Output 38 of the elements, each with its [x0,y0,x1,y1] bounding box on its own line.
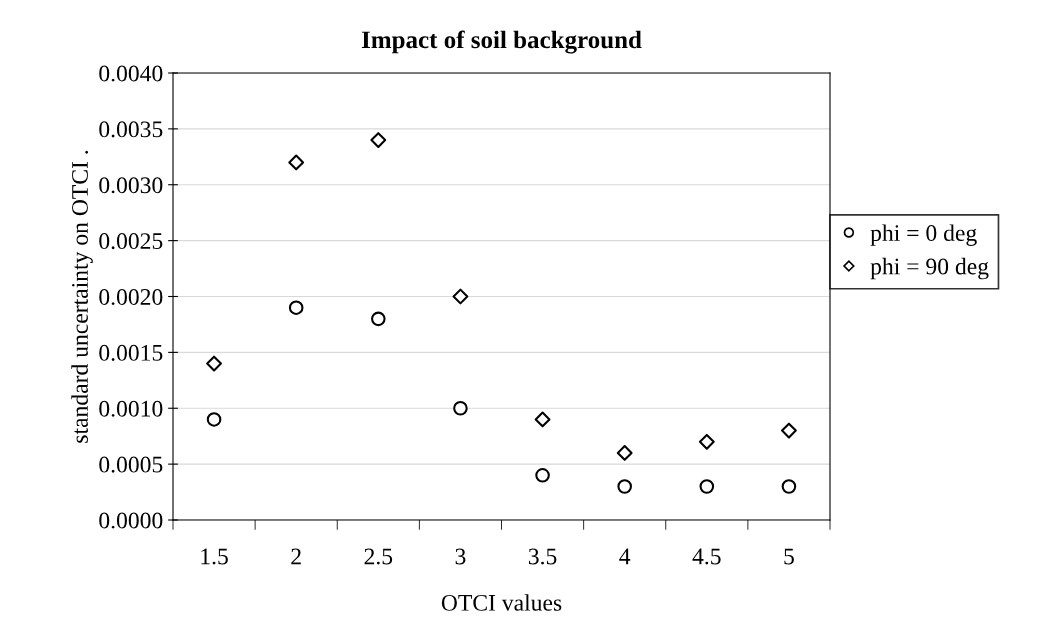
point [535,468,550,483]
y-tick-label: 0.0040 [99,65,163,82]
point [206,355,222,372]
point [699,479,715,494]
y-tick-label: 0.0005 [99,456,163,473]
chart-title: Impact of soil background [361,30,642,54]
x-axis-title: OTCI values [441,594,562,611]
point [616,445,633,461]
x-tick-label: 1.5 [201,548,228,565]
y-tick-label: 0.0035 [99,121,163,138]
legend-label: phi = 0 deg [870,224,977,246]
y-tick-label: 0.0010 [99,400,163,417]
legend-label: phi = 90 deg [870,257,989,280]
y-tick-label: 0.0025 [99,233,163,250]
point [206,412,222,427]
x-tick-label: 3 [455,548,466,565]
point [370,132,387,148]
x-tick-label: 4.5 [692,548,721,565]
point [781,479,797,494]
x-tick-label: 2.5 [364,548,393,565]
y-axis-title: standard uncertainty on OTCI . [71,150,93,443]
point [371,311,386,327]
y-tick-label: 0.0030 [99,177,163,194]
point [288,300,304,315]
y-tick-label: 0.0015 [99,344,163,361]
x-tick-label: 3.5 [528,548,557,565]
x-tick-label: 5 [784,548,794,565]
point [453,400,468,416]
point [617,479,632,494]
y-tick-label: 0.0000 [99,512,163,529]
point [698,433,715,450]
y-tick-label: 0.0020 [99,288,163,306]
point [534,411,551,428]
point [452,288,469,305]
point [288,154,305,171]
x-tick-label: 2 [291,548,301,565]
point [781,422,797,439]
x-tick-label: 4 [619,548,631,565]
